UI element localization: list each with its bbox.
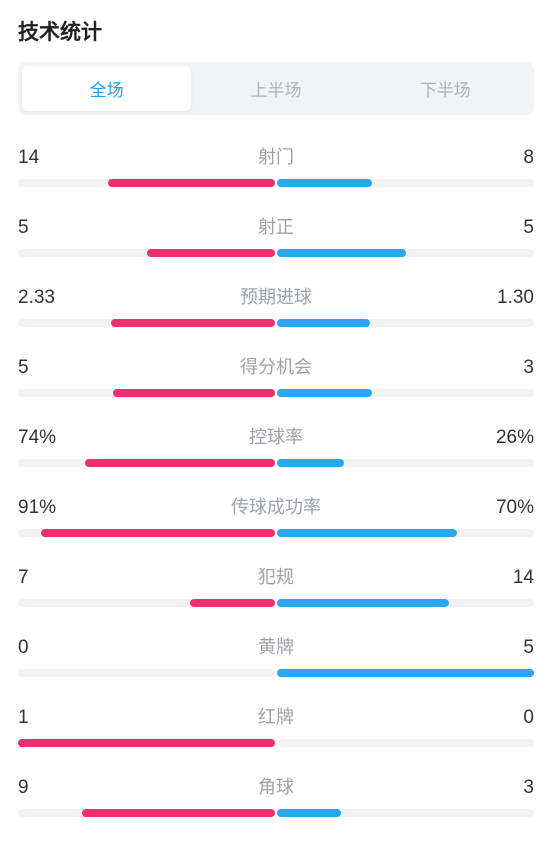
stat-label: 传球成功率 [78, 493, 474, 519]
stat-row: 2.33预期进球1.30 [18, 283, 534, 327]
stat-label: 犯规 [78, 563, 474, 589]
home-bar-track [18, 739, 275, 747]
tab-1[interactable]: 上半场 [191, 66, 360, 111]
away-bar-track [277, 599, 534, 607]
home-bar-fill [113, 389, 275, 397]
home-value: 14 [18, 147, 78, 169]
away-bar-fill [277, 809, 341, 817]
away-bar-fill [277, 319, 370, 327]
tab-0[interactable]: 全场 [22, 66, 191, 111]
away-value: 3 [474, 777, 534, 799]
away-bar-fill [277, 459, 344, 467]
period-tabs: 全场上半场下半场 [18, 62, 534, 115]
away-bar-track [277, 319, 534, 327]
home-bar-fill [111, 319, 275, 327]
home-bar-track [18, 249, 275, 257]
home-bar-track [18, 599, 275, 607]
home-bar-fill [85, 459, 275, 467]
stat-row: 7犯规14 [18, 563, 534, 607]
stat-label: 黄牌 [78, 633, 474, 659]
home-bar-track [18, 809, 275, 817]
away-bar-track [277, 529, 534, 537]
stat-bar [18, 529, 534, 537]
away-value: 70% [474, 497, 534, 519]
home-bar-fill [82, 809, 275, 817]
home-value: 7 [18, 567, 78, 589]
stat-label: 射门 [78, 143, 474, 169]
stat-bar [18, 739, 534, 747]
home-bar-track [18, 529, 275, 537]
tab-2[interactable]: 下半场 [361, 66, 530, 111]
stat-label: 射正 [78, 213, 474, 239]
stat-bar [18, 389, 534, 397]
stat-bar [18, 809, 534, 817]
page-title: 技术统计 [18, 16, 534, 46]
home-bar-track [18, 389, 275, 397]
stat-label: 红牌 [78, 703, 474, 729]
away-bar-track [277, 459, 534, 467]
away-bar-track [277, 669, 534, 677]
home-value: 5 [18, 217, 78, 239]
stat-row: 9角球3 [18, 773, 534, 817]
stat-row: 5得分机会3 [18, 353, 534, 397]
stat-bar [18, 249, 534, 257]
home-value: 9 [18, 777, 78, 799]
stat-row: 74%控球率26% [18, 423, 534, 467]
stat-label: 得分机会 [78, 353, 474, 379]
away-value: 8 [474, 147, 534, 169]
away-bar-track [277, 389, 534, 397]
stat-row: 0黄牌5 [18, 633, 534, 677]
away-bar-track [277, 249, 534, 257]
home-bar-track [18, 459, 275, 467]
stat-label: 控球率 [78, 423, 474, 449]
away-bar-fill [277, 389, 372, 397]
stat-bar [18, 669, 534, 677]
home-bar-fill [41, 529, 275, 537]
home-bar-fill [147, 249, 276, 257]
away-value: 3 [474, 357, 534, 379]
home-value: 91% [18, 497, 78, 519]
away-bar-track [277, 809, 534, 817]
home-value: 0 [18, 637, 78, 659]
stat-label: 预期进球 [78, 283, 474, 309]
away-value: 1.30 [474, 287, 534, 309]
away-value: 0 [474, 707, 534, 729]
home-value: 1 [18, 707, 78, 729]
away-value: 5 [474, 637, 534, 659]
home-bar-fill [108, 179, 275, 187]
away-value: 5 [474, 217, 534, 239]
home-value: 2.33 [18, 287, 78, 309]
stats-list: 14射门85射正52.33预期进球1.305得分机会374%控球率26%91%传… [18, 143, 534, 817]
home-bar-track [18, 669, 275, 677]
stat-bar [18, 319, 534, 327]
stat-bar [18, 459, 534, 467]
away-bar-fill [277, 669, 534, 677]
away-bar-track [277, 739, 534, 747]
away-value: 26% [474, 427, 534, 449]
away-bar-fill [277, 529, 457, 537]
away-value: 14 [474, 567, 534, 589]
stat-row: 5射正5 [18, 213, 534, 257]
stat-bar [18, 599, 534, 607]
stat-row: 14射门8 [18, 143, 534, 187]
home-bar-track [18, 319, 275, 327]
away-bar-fill [277, 599, 449, 607]
home-bar-fill [18, 739, 275, 747]
away-bar-fill [277, 249, 406, 257]
home-bar-fill [190, 599, 275, 607]
away-bar-fill [277, 179, 372, 187]
stat-label: 角球 [78, 773, 474, 799]
stat-row: 1红牌0 [18, 703, 534, 747]
home-bar-track [18, 179, 275, 187]
away-bar-track [277, 179, 534, 187]
home-value: 74% [18, 427, 78, 449]
stat-row: 91%传球成功率70% [18, 493, 534, 537]
home-value: 5 [18, 357, 78, 379]
stats-panel: 技术统计 全场上半场下半场 14射门85射正52.33预期进球1.305得分机会… [0, 0, 552, 817]
stat-bar [18, 179, 534, 187]
